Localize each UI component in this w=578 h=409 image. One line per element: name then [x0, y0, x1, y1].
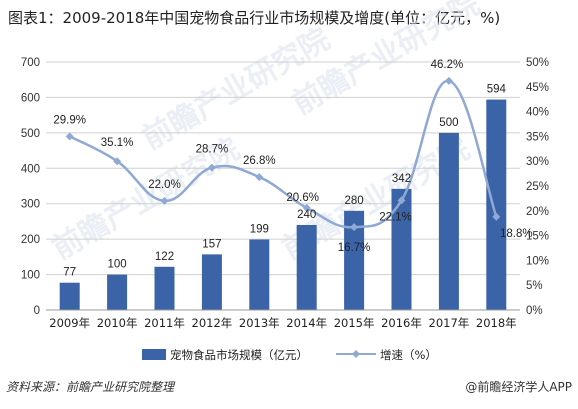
line-value-label: 26.8% [243, 155, 276, 167]
y-right-tick-label: 15% [526, 231, 549, 243]
bar [249, 239, 270, 310]
x-tick-label: 2016年 [381, 316, 422, 330]
bar-value-label: 500 [439, 117, 458, 129]
y-left-tick-label: 100 [21, 270, 40, 282]
line-value-label: 22.1% [379, 211, 412, 223]
y-right-tick-label: 5% [526, 280, 543, 292]
y-right-tick-label: 20% [526, 206, 549, 218]
x-tick-label: 2014年 [286, 316, 327, 330]
y-right-tick-label: 10% [526, 255, 549, 267]
y-right-tick-label: 35% [526, 131, 549, 143]
y-left-tick-label: 500 [21, 128, 40, 140]
legend: 宠物食品市场规模（亿元） 增速（%） [142, 348, 437, 362]
line-series [65, 76, 501, 232]
y-right-tick-label: 30% [526, 156, 549, 168]
legend-line-marker [352, 350, 360, 358]
x-tick-label: 2018年 [476, 316, 517, 330]
y-right-tick-label: 25% [526, 181, 549, 193]
line-value-label: 16.7% [338, 242, 371, 254]
y-left-tick-label: 300 [21, 199, 40, 211]
y-left-tick-label: 200 [21, 234, 40, 246]
axes: 0 100 200 300 400 500 600 700 0% 5% 10% 15% 20% 25% 30… [21, 57, 549, 330]
bar [107, 274, 128, 310]
data-labels: 77 100 122 157 199 240 280 342 500 594 29.9% 35.1% 2… [53, 59, 532, 279]
line-value-label: 35.1% [101, 137, 134, 149]
y-left-tick-label: 700 [21, 57, 40, 69]
y-left-tick-label: 400 [21, 163, 40, 175]
bar [201, 254, 222, 310]
x-tick-label: 2017年 [429, 316, 470, 330]
bar-value-label: 122 [155, 251, 174, 263]
y-right-tick-label: 40% [526, 107, 549, 119]
y-left-tick-label: 600 [21, 92, 40, 104]
line-value-label: 46.2% [431, 59, 464, 71]
brand-label: @前瞻经济学人APP [465, 380, 572, 394]
x-tick-label: 2011年 [144, 316, 185, 330]
legend-bar-swatch [142, 349, 166, 360]
bar-series [59, 99, 507, 310]
bar-value-label: 100 [108, 259, 127, 271]
line-value-label: 28.7% [196, 144, 229, 156]
line-marker [492, 212, 501, 221]
bar-value-label: 280 [345, 195, 364, 207]
x-tick-label: 2015年 [334, 316, 375, 330]
bar [296, 224, 317, 310]
bar [154, 266, 175, 310]
bar-value-label: 594 [487, 84, 507, 96]
bar [438, 132, 459, 310]
line-marker [350, 223, 359, 232]
line-value-label: 20.6% [286, 192, 319, 204]
source-note: 资料来源：前瞻产业研究院整理 [6, 380, 175, 394]
line-marker [160, 196, 169, 205]
bar-value-label: 240 [297, 209, 316, 221]
y-left-tick-label: 0 [34, 305, 40, 317]
y-right-tick-label: 45% [526, 82, 549, 94]
chart-title: 图表1：2009-2018年中国宠物食品行业市场规模及增度(单位：亿元，%) [8, 9, 501, 27]
line-marker [302, 203, 311, 212]
y-right-tick-label: 0% [526, 305, 543, 317]
bar [486, 99, 507, 310]
line-value-label: 29.9% [53, 114, 86, 126]
line-marker [207, 163, 216, 172]
legend-bar-label: 宠物食品市场规模（亿元） [170, 348, 308, 362]
line-value-label: 22.0% [148, 179, 181, 191]
x-tick-label: 2010年 [97, 316, 138, 330]
line-marker [397, 196, 406, 205]
y-right-tick-label: 50% [526, 57, 549, 69]
bar-value-label: 199 [250, 223, 269, 235]
line-marker [444, 76, 453, 85]
line-value-label: 18.8% [500, 228, 533, 240]
x-tick-label: 2013年 [239, 316, 280, 330]
bar [344, 210, 365, 310]
bar-value-label: 157 [202, 238, 221, 250]
line-marker [113, 157, 122, 166]
line-marker [255, 173, 264, 182]
x-tick-label: 2009年 [49, 316, 90, 330]
bar [59, 282, 80, 310]
bar [391, 188, 412, 310]
x-tick-label: 2012年 [192, 316, 233, 330]
bar-value-label: 342 [392, 173, 411, 185]
bar-value-label: 77 [63, 267, 76, 279]
legend-line-label: 增速（%） [380, 348, 437, 362]
line-marker [65, 132, 74, 141]
